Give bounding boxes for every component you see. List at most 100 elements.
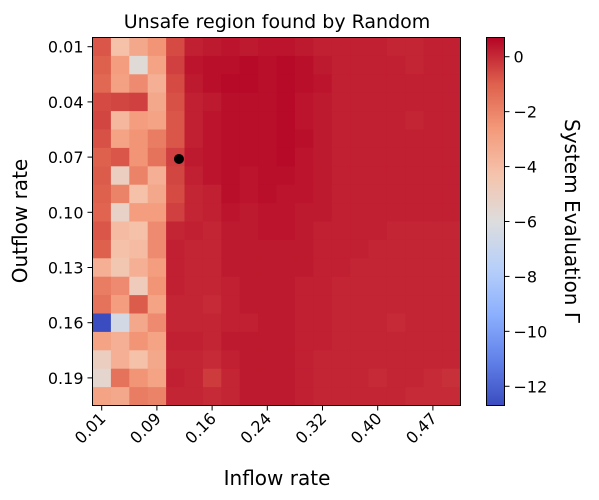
heatmap-cell [166,239,185,259]
heatmap-cell [386,276,406,296]
colorbar-label: System Evaluation Γ [560,119,584,324]
heatmap-cell [221,331,241,351]
heatmap-cell [110,166,130,186]
heatmap-cell [276,276,296,296]
heatmap-cell [350,111,369,130]
heatmap-cell [184,55,204,75]
heatmap-cell [239,368,259,388]
heatmap-cell [166,331,185,351]
heatmap-cell [386,37,406,57]
x-tick-label: 0.47 [402,409,441,448]
heatmap-cell [350,147,369,167]
heatmap-cell [350,92,369,112]
heatmap-cell [184,111,204,130]
heatmap-cell [386,166,406,186]
heatmap-cell [386,203,406,222]
heatmap-cell [276,295,296,314]
heatmap-cell [386,350,406,370]
heatmap-cell [442,276,461,296]
heatmap-cell [92,387,112,406]
heatmap-cell [239,184,259,204]
heatmap-cell [239,55,259,75]
heatmap-cell [147,74,167,94]
heatmap-cell [442,295,461,314]
heatmap-cell [129,368,149,388]
y-tick-label: 0.19 [48,369,84,388]
heatmap-cell [239,350,259,370]
heatmap-cell [331,239,351,259]
heatmap-cell [313,55,333,75]
heatmap-cell [405,55,425,75]
heatmap-cell [442,239,461,259]
colorbar-tick-label: −6 [514,213,538,232]
heatmap-cell [368,313,388,333]
heatmap-cell [294,129,314,149]
heatmap-cell [129,147,149,167]
heatmap-cell [350,276,369,296]
heatmap-cell [331,111,351,130]
heatmap-cell [110,147,130,167]
y-axis-label: Outflow rate [8,159,32,283]
heatmap-cell [276,92,296,112]
heatmap-cell [313,147,333,167]
heatmap-cell [405,258,425,278]
heatmap-cell [350,331,369,351]
heatmap-cell [110,37,130,57]
heatmap-cell [294,221,314,241]
heatmap-cell [294,239,314,259]
heatmap-cell [202,37,222,57]
heatmap-cell [110,221,130,241]
heatmap-cell [423,55,443,75]
heatmap-cell [129,295,149,314]
heatmap-cell [331,331,351,351]
heatmap-cell [129,313,149,333]
heatmap-cell [276,111,296,130]
heatmap-cell [129,184,149,204]
heatmap-cell [184,129,204,149]
heatmap-cell [258,368,277,388]
heatmap-cell [110,295,130,314]
heatmap-cell [202,55,222,75]
colorbar-tick-label: −10 [514,322,548,341]
heatmap-cell [442,184,461,204]
heatmap-cell [129,166,149,186]
heatmap-cell [368,387,388,406]
heatmap-cell [129,129,149,149]
heatmap-cell [166,92,185,112]
heatmap-cell [350,37,369,57]
heatmap-cell [442,387,461,406]
heatmap-cell [184,313,204,333]
heatmap-cell [202,147,222,167]
heatmap-cell [258,276,277,296]
heatmap-cells [92,37,461,406]
heatmap-cell [368,239,388,259]
heatmap-cell [258,295,277,314]
x-tick-label: 0.32 [292,409,331,448]
heatmap-cell [276,55,296,75]
heatmap-cell [184,166,204,186]
heatmap-cell [331,258,351,278]
heatmap-cell [184,37,204,57]
heatmap-cell [405,92,425,112]
heatmap-cell [405,387,425,406]
heatmap-cell [313,129,333,149]
heatmap-cell [368,74,388,94]
heatmap-cell [258,184,277,204]
heatmap-cell [129,55,149,75]
chart-title: Unsafe region found by Random [124,11,431,33]
heatmap-cell [166,258,185,278]
heatmap-cell [202,111,222,130]
heatmap-cell [258,221,277,241]
heatmap-cell [147,276,167,296]
heatmap-cell [423,331,443,351]
heatmap-cell [166,368,185,388]
heatmap-cell [294,203,314,222]
heatmap-cell [110,239,130,259]
heatmap-cell [276,166,296,186]
heatmap-cell [368,37,388,57]
heatmap-cell [368,258,388,278]
heatmap-cell [350,350,369,370]
heatmap-cell [202,166,222,186]
colorbar-tick-label: −8 [514,267,538,286]
x-tick-label: 0.16 [181,409,220,448]
